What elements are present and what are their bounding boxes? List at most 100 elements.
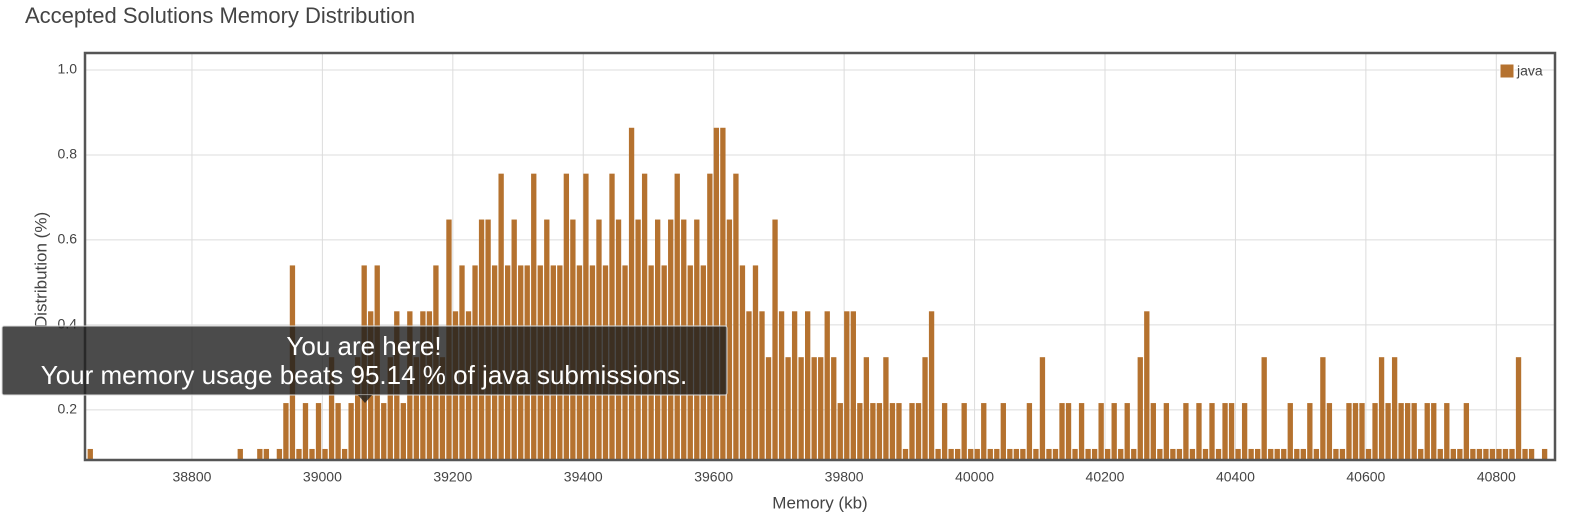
bar [1124,403,1130,460]
bar [1000,403,1006,460]
bar [1052,448,1059,460]
bar [237,448,243,460]
x-tick-label: 38800 [172,469,211,485]
bar [1222,403,1228,460]
bar [1483,448,1489,460]
bar [1548,460,1553,495]
bar [1196,403,1202,460]
bar [1391,357,1398,460]
bar [1515,357,1522,460]
bar [987,448,993,460]
bar [1535,460,1540,495]
bar [805,311,811,460]
bar [355,357,361,460]
bar [1065,403,1072,460]
bar [961,403,967,460]
x-tick-label: 40400 [1216,469,1255,485]
bar [883,357,889,460]
plot-frame [83,51,1557,462]
bar [1157,448,1163,460]
bar [1098,403,1104,460]
x-tick-label: 39000 [303,469,342,485]
bar [759,311,765,460]
bar [400,403,406,460]
bar [1300,448,1306,460]
bar [212,460,217,495]
bar [1202,448,1209,460]
bar [1365,448,1372,460]
bar [140,460,145,495]
bar [1489,448,1496,460]
bar [791,311,798,460]
bar [1281,448,1287,460]
bar [1509,448,1515,460]
tooltip-arrow [358,395,372,403]
bar [315,403,322,460]
x-tick-label: 39400 [564,469,603,485]
bar [1418,448,1424,460]
bar [1541,448,1548,460]
bar [798,357,804,460]
tooltip: You are here! Your memory usage beats 95… [1,325,728,403]
bars [87,127,1553,495]
y-tick-label: 1.0 [58,61,78,77]
bar [1170,448,1176,460]
bar [1476,448,1483,460]
bar [765,357,772,460]
bar [1105,448,1111,460]
bar [968,448,974,460]
bar [231,460,236,495]
bar [935,448,941,460]
bar [837,403,843,460]
bar [1261,357,1267,460]
bar [1502,448,1509,460]
bar [159,460,164,495]
bar [563,173,570,460]
bar [778,311,785,460]
y-tick-label: 0.6 [58,231,78,247]
bar [1091,448,1098,460]
bar [726,219,733,460]
bar [1046,448,1052,460]
bar [1450,448,1456,460]
x-tick-label: 40000 [955,469,994,485]
bar [1326,403,1333,460]
bar [1059,403,1065,460]
bar [328,357,335,460]
x-axis-label: Memory (kb) [772,493,867,512]
bar [713,127,720,460]
bar [1411,403,1417,460]
bar [1039,357,1046,460]
bar [889,403,896,460]
bar [218,460,223,495]
bar [876,403,883,460]
x-tick-label: 39600 [694,469,733,485]
bar [824,311,830,460]
bar [153,460,158,495]
bar [1235,448,1241,460]
bar [114,460,119,495]
bar [1528,448,1535,460]
bar [1463,403,1470,460]
x-tick-label: 40600 [1346,469,1385,485]
bar [1496,448,1502,460]
bar [348,403,354,460]
bar [270,460,275,495]
bar [850,311,856,460]
bar [628,127,635,460]
bar [322,448,328,460]
bar [387,357,393,460]
bar [1013,448,1020,460]
bar [1072,448,1078,460]
bar [257,448,263,460]
y-axis-label: Distribution (%) [31,212,50,328]
bar [857,403,863,460]
bar [896,403,902,460]
bar [1183,403,1189,460]
bar [439,357,446,460]
bar [941,403,948,460]
bar [276,448,283,460]
bar [844,311,850,460]
bar [915,403,922,460]
bar [746,311,752,460]
